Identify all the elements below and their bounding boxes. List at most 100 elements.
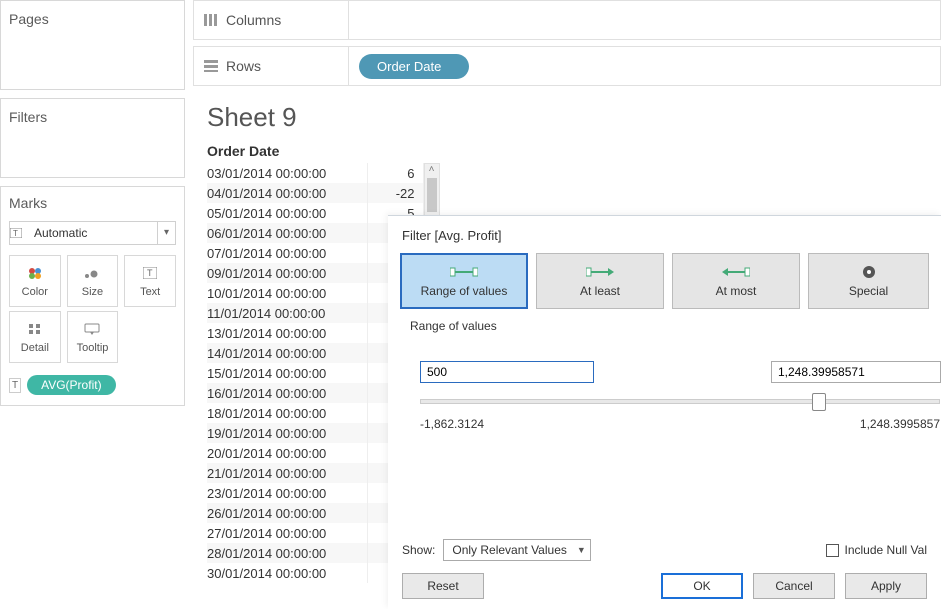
tab-special-label: Special bbox=[849, 284, 888, 298]
color-icon bbox=[27, 264, 43, 282]
cell-date: 19/01/2014 00:00:00 bbox=[207, 423, 367, 443]
marks-detail-button[interactable]: Detail bbox=[9, 311, 61, 363]
apply-button[interactable]: Apply bbox=[845, 573, 927, 599]
cell-date: 04/01/2014 00:00:00 bbox=[207, 183, 367, 203]
tab-range-of-values[interactable]: Range of values bbox=[400, 253, 528, 309]
cell-date: 28/01/2014 00:00:00 bbox=[207, 543, 367, 563]
marks-size-label: Size bbox=[82, 286, 103, 298]
marks-tooltip-label: Tooltip bbox=[77, 342, 109, 354]
chevron-down-icon[interactable]: ▾ bbox=[157, 222, 175, 244]
cell-date: 09/01/2014 00:00:00 bbox=[207, 263, 367, 283]
range-section-label: Range of values bbox=[388, 309, 941, 333]
cell-date: 06/01/2014 00:00:00 bbox=[207, 223, 367, 243]
size-icon bbox=[83, 264, 101, 282]
svg-text:T: T bbox=[147, 268, 153, 278]
range-max-input[interactable] bbox=[771, 361, 941, 383]
special-icon bbox=[862, 264, 876, 280]
rows-icon bbox=[204, 60, 218, 72]
at-most-icon bbox=[722, 264, 750, 280]
marks-text-label: Text bbox=[140, 286, 160, 298]
slider-track[interactable] bbox=[420, 399, 940, 404]
scroll-up-arrow-icon[interactable]: ˄ bbox=[425, 164, 439, 175]
include-null-checkbox[interactable]: Include Null Val bbox=[826, 543, 928, 557]
cell-date: 23/01/2014 00:00:00 bbox=[207, 483, 367, 503]
text-mark-badge-icon: T bbox=[9, 378, 21, 393]
cell-value: 6 bbox=[367, 163, 423, 183]
marks-tooltip-button[interactable]: Tooltip bbox=[67, 311, 119, 363]
tab-at-least-label: At least bbox=[580, 284, 620, 298]
cell-date: 18/01/2014 00:00:00 bbox=[207, 403, 367, 423]
marks-pill-row: T AVG(Profit) bbox=[1, 371, 184, 405]
table-row[interactable]: 03/01/2014 00:00:006 bbox=[207, 163, 423, 183]
marks-color-label: Color bbox=[22, 286, 48, 298]
order-date-pill[interactable]: Order Date bbox=[359, 54, 469, 79]
slider-thumb-min[interactable] bbox=[812, 393, 826, 411]
marks-color-button[interactable]: Color bbox=[9, 255, 61, 307]
slider-max-label: 1,248.3995857 bbox=[860, 417, 940, 431]
svg-text:T: T bbox=[13, 229, 18, 238]
checkbox-box-icon bbox=[826, 544, 839, 557]
cell-date: 10/01/2014 00:00:00 bbox=[207, 283, 367, 303]
marks-card: Marks T Automatic ▾ Color bbox=[0, 186, 185, 406]
cell-date: 14/01/2014 00:00:00 bbox=[207, 343, 367, 363]
detail-icon bbox=[28, 320, 42, 338]
show-label: Show: bbox=[402, 543, 435, 557]
shelves-area: Columns Rows Order Date bbox=[193, 0, 941, 92]
include-null-label: Include Null Val bbox=[845, 543, 928, 557]
cell-date: 16/01/2014 00:00:00 bbox=[207, 383, 367, 403]
chevron-down-icon: ▼ bbox=[577, 545, 586, 555]
marks-size-button[interactable]: Size bbox=[67, 255, 119, 307]
marks-label: Marks bbox=[1, 187, 184, 215]
reset-button[interactable]: Reset bbox=[402, 573, 484, 599]
marks-detail-label: Detail bbox=[21, 342, 49, 354]
cell-date: 26/01/2014 00:00:00 bbox=[207, 503, 367, 523]
text-mark-icon: T bbox=[10, 228, 32, 238]
tab-at-least[interactable]: At least bbox=[536, 253, 664, 309]
mark-type-value: Automatic bbox=[32, 226, 157, 240]
cell-date: 05/01/2014 00:00:00 bbox=[207, 203, 367, 223]
cell-value: -22 bbox=[367, 183, 423, 203]
column-header-order-date[interactable]: Order Date bbox=[207, 143, 941, 159]
tooltip-icon bbox=[84, 320, 100, 338]
filters-label: Filters bbox=[1, 99, 184, 135]
tab-special[interactable]: Special bbox=[808, 253, 929, 309]
sheet-title[interactable]: Sheet 9 bbox=[207, 102, 941, 133]
rows-label: Rows bbox=[226, 58, 261, 74]
mark-type-dropdown[interactable]: T Automatic ▾ bbox=[9, 221, 176, 245]
filters-shelf[interactable]: Filters bbox=[0, 98, 185, 178]
cell-date: 30/01/2014 00:00:00 bbox=[207, 563, 367, 583]
range-min-input[interactable] bbox=[420, 361, 594, 383]
range-slider[interactable] bbox=[420, 393, 940, 413]
pages-shelf[interactable]: Pages bbox=[0, 0, 185, 90]
cell-date: 15/01/2014 00:00:00 bbox=[207, 363, 367, 383]
cell-date: 13/01/2014 00:00:00 bbox=[207, 323, 367, 343]
tab-at-most-label: At most bbox=[716, 284, 757, 298]
cell-date: 27/01/2014 00:00:00 bbox=[207, 523, 367, 543]
filter-dialog-title: Filter [Avg. Profit] bbox=[388, 216, 941, 251]
range-icon bbox=[450, 264, 478, 280]
columns-label: Columns bbox=[226, 12, 281, 28]
text-icon: T bbox=[143, 264, 157, 282]
table-row[interactable]: 04/01/2014 00:00:00-22 bbox=[207, 183, 423, 203]
cell-date: 07/01/2014 00:00:00 bbox=[207, 243, 367, 263]
cell-date: 11/01/2014 00:00:00 bbox=[207, 303, 367, 323]
avg-profit-pill[interactable]: AVG(Profit) bbox=[27, 375, 115, 395]
tab-range-label: Range of values bbox=[421, 284, 508, 298]
cancel-button[interactable]: Cancel bbox=[753, 573, 835, 599]
pages-label: Pages bbox=[1, 1, 184, 37]
show-values-selected: Only Relevant Values bbox=[452, 543, 567, 557]
left-side-panels: Pages Filters Marks T Automatic ▾ Color bbox=[0, 0, 185, 609]
marks-text-button[interactable]: T Text bbox=[124, 255, 176, 307]
at-least-icon bbox=[586, 264, 614, 280]
filter-tabs: Range of values At least At most Special bbox=[388, 251, 941, 309]
ok-button[interactable]: OK bbox=[661, 573, 743, 599]
cell-date: 03/01/2014 00:00:00 bbox=[207, 163, 367, 183]
tab-at-most[interactable]: At most bbox=[672, 253, 800, 309]
filter-dialog: Filter [Avg. Profit] Range of values At … bbox=[388, 215, 941, 609]
cell-date: 20/01/2014 00:00:00 bbox=[207, 443, 367, 463]
show-values-dropdown[interactable]: Only Relevant Values ▼ bbox=[443, 539, 590, 561]
scroll-thumb[interactable] bbox=[427, 178, 437, 212]
columns-icon bbox=[204, 14, 218, 26]
columns-shelf[interactable]: Columns bbox=[193, 0, 941, 40]
rows-shelf[interactable]: Rows Order Date bbox=[193, 46, 941, 86]
